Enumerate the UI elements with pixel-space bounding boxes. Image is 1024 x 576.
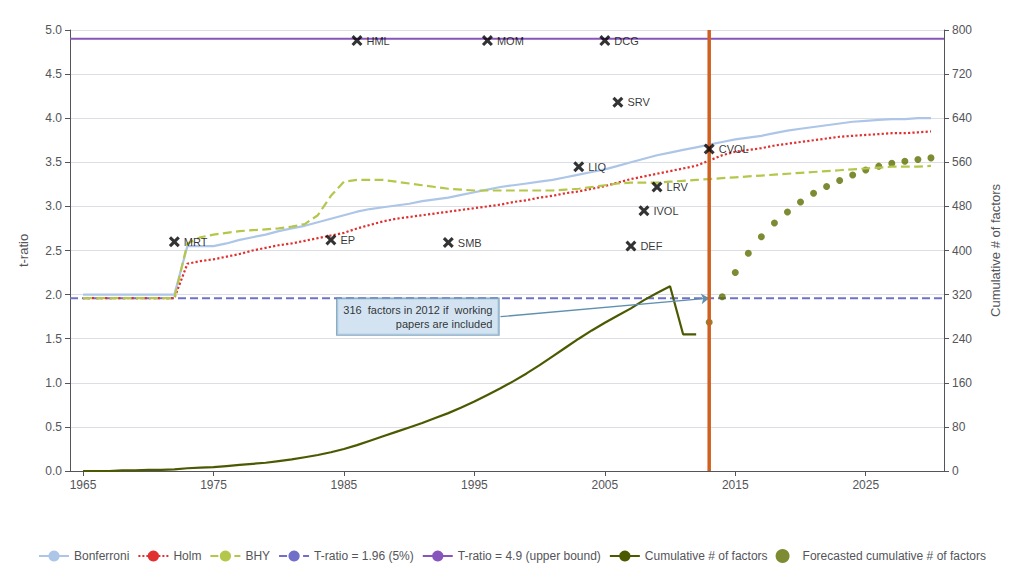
svg-text:MOM: MOM xyxy=(497,35,524,47)
svg-text:2025: 2025 xyxy=(852,478,879,492)
svg-text:T-ratio = 4.9 (upper bound): T-ratio = 4.9 (upper bound) xyxy=(458,549,601,563)
svg-text:1965: 1965 xyxy=(70,478,97,492)
svg-text:Bonferroni: Bonferroni xyxy=(74,549,129,563)
svg-text:240: 240 xyxy=(952,332,972,346)
svg-text:MRT: MRT xyxy=(184,236,208,248)
svg-text:0: 0 xyxy=(952,464,959,478)
svg-text:0.5: 0.5 xyxy=(45,420,62,434)
svg-text:80: 80 xyxy=(952,420,966,434)
svg-text:1975: 1975 xyxy=(200,478,227,492)
svg-text:LIQ: LIQ xyxy=(588,161,606,173)
svg-text:480: 480 xyxy=(952,199,972,213)
svg-text:560: 560 xyxy=(952,155,972,169)
svg-text:DCG: DCG xyxy=(614,35,638,47)
svg-text:t-ratio: t-ratio xyxy=(16,234,31,267)
svg-text:3.5: 3.5 xyxy=(45,155,62,169)
svg-text:0.0: 0.0 xyxy=(45,464,62,478)
svg-text:EP: EP xyxy=(340,234,355,246)
svg-text:2.5: 2.5 xyxy=(45,244,62,258)
svg-text:4.0: 4.0 xyxy=(45,111,62,125)
svg-text:IVOL: IVOL xyxy=(653,205,678,217)
svg-text:Holm: Holm xyxy=(173,549,201,563)
svg-text:160: 160 xyxy=(952,376,972,390)
svg-text:DEF: DEF xyxy=(640,240,662,252)
svg-text:HML: HML xyxy=(366,35,389,47)
svg-text:Forecasted cumulative # of fac: Forecasted cumulative # of factors xyxy=(803,549,986,563)
svg-text:4.5: 4.5 xyxy=(45,67,62,81)
svg-text:1985: 1985 xyxy=(331,478,358,492)
svg-text:5.0: 5.0 xyxy=(45,23,62,37)
svg-text:720: 720 xyxy=(952,67,972,81)
svg-text:1.5: 1.5 xyxy=(45,332,62,346)
svg-text:316 factors in 2012 if worki: 316 factors in 2012 if working xyxy=(343,304,492,316)
svg-text:1995: 1995 xyxy=(461,478,488,492)
svg-text:640: 640 xyxy=(952,111,972,125)
svg-text:400: 400 xyxy=(952,244,972,258)
svg-text:320: 320 xyxy=(952,288,972,302)
svg-text:2015: 2015 xyxy=(722,478,749,492)
svg-text:LRV: LRV xyxy=(667,181,689,193)
svg-text:BHY: BHY xyxy=(245,549,270,563)
svg-text:CVOL: CVOL xyxy=(719,143,749,155)
svg-text:3.0: 3.0 xyxy=(45,199,62,213)
svg-text:SRV: SRV xyxy=(627,96,650,108)
svg-text:2.0: 2.0 xyxy=(45,288,62,302)
svg-text:800: 800 xyxy=(952,23,972,37)
svg-text:papers are included: papers are included xyxy=(396,318,493,330)
svg-text:T-ratio = 1.96 (5%): T-ratio = 1.96 (5%) xyxy=(314,549,414,563)
svg-text:Cumulative # of factors: Cumulative # of factors xyxy=(988,184,1003,317)
svg-text:Cumulative # of factors: Cumulative # of factors xyxy=(645,549,768,563)
svg-text:SMB: SMB xyxy=(458,237,482,249)
svg-text:1.0: 1.0 xyxy=(45,376,62,390)
svg-text:2005: 2005 xyxy=(591,478,618,492)
